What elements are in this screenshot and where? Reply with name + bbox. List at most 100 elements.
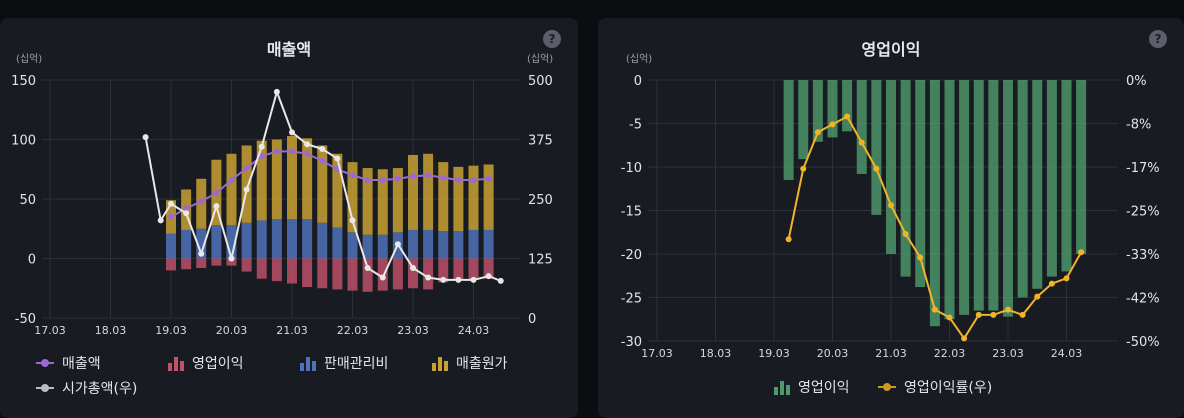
- y2-tick-label: -33%: [1126, 248, 1160, 263]
- bar-chart-icon: [300, 355, 316, 371]
- data-point: [243, 165, 250, 172]
- bar: [1076, 80, 1087, 254]
- x-tick-label: 23.03: [397, 324, 429, 337]
- data-point: [168, 200, 174, 207]
- bar: [483, 258, 494, 279]
- legend-item-operating-profit[interactable]: 영업이익: [168, 353, 244, 373]
- bar: [483, 164, 494, 230]
- x-tick-label: 21.03: [875, 347, 907, 360]
- legend-item-cogs[interactable]: 매출원가: [432, 353, 508, 373]
- x-tick-label: 18.03: [700, 347, 732, 360]
- data-point: [157, 217, 164, 224]
- help-icon[interactable]: ?: [1149, 30, 1167, 48]
- bar: [468, 258, 479, 280]
- x-tick-label: 20.03: [216, 324, 248, 337]
- data-point: [440, 174, 447, 181]
- bar: [226, 258, 237, 266]
- data-point: [455, 276, 462, 283]
- bar: [226, 153, 237, 226]
- data-point: [183, 210, 190, 217]
- data-point: [814, 129, 821, 136]
- y-tick-label: 0: [634, 74, 642, 89]
- y2-tick-label: 125: [528, 253, 553, 268]
- bar: [944, 80, 955, 320]
- bar: [438, 258, 449, 283]
- bar: [1017, 80, 1028, 298]
- data-point: [829, 121, 836, 128]
- operating-profit-chart: 17.03 18.03 19.03 20.03 21.03 22.03 23.03 24.03…: [621, 74, 1160, 360]
- data-point: [273, 148, 280, 155]
- data-point: [198, 198, 205, 205]
- data-point: [364, 176, 371, 183]
- y2-tick-label: -17%: [1126, 161, 1160, 176]
- help-icon[interactable]: ?: [543, 30, 561, 48]
- data-point: [258, 153, 265, 160]
- data-point: [497, 277, 504, 284]
- data-point: [961, 335, 968, 342]
- bar: [271, 219, 282, 259]
- bar: [317, 258, 328, 289]
- bar: [287, 135, 297, 220]
- legend-item-market-cap[interactable]: 시가총액(우): [36, 378, 137, 398]
- bar: [453, 231, 464, 259]
- bar: [377, 234, 388, 259]
- bar: [347, 258, 358, 291]
- bar: [256, 140, 267, 221]
- x-tick-label: 24.03: [458, 324, 490, 337]
- x-tick-label: 17.03: [34, 324, 66, 337]
- bar: [241, 145, 252, 223]
- x-tick-label: 17.03: [641, 347, 673, 360]
- legend-label: 영업이익: [798, 380, 850, 396]
- data-point: [228, 176, 235, 183]
- y2-tick-label: -42%: [1126, 292, 1160, 307]
- y-tick-label: -50: [15, 312, 36, 327]
- legend-item-sales[interactable]: 매출액: [36, 353, 101, 373]
- legend-item-operating-profit[interactable]: 영업이익: [774, 377, 850, 397]
- bar: [362, 168, 373, 235]
- operating-profit-chart-panel: 영업이익 ? (십억) 17.03 18.03 19.03 20.03 21.03 22.…: [598, 18, 1184, 418]
- data-point: [975, 311, 982, 318]
- data-point: [485, 175, 492, 182]
- data-point: [888, 202, 894, 209]
- bar: [377, 169, 388, 235]
- data-point: [349, 172, 356, 179]
- data-point: [213, 203, 220, 210]
- chart-title: 영업이익: [861, 40, 921, 59]
- data-point: [258, 143, 265, 150]
- bar: [1032, 80, 1043, 289]
- bar: [211, 225, 222, 259]
- data-point: [485, 273, 492, 280]
- data-point: [349, 217, 356, 224]
- y-tick-label: 0: [28, 253, 36, 268]
- x-tick-label: 21.03: [276, 324, 308, 337]
- y-tick-label: -30: [621, 335, 642, 350]
- y-tick-label: -5: [629, 118, 642, 133]
- bar: [256, 258, 267, 279]
- data-point: [917, 254, 924, 261]
- bar: [408, 154, 418, 230]
- data-point: [289, 129, 295, 136]
- sales-chart-panel: 매출액 ? (십억) (십억) 17.03 18.03 19.03 20.03 21.0…: [0, 18, 578, 418]
- data-point: [213, 190, 220, 197]
- legend-item-operating-margin[interactable]: 영업이익률(우): [878, 377, 992, 397]
- legend-item-sga[interactable]: 판매관리비: [300, 353, 388, 373]
- y2-tick-label: 0: [528, 312, 536, 327]
- data-point: [198, 250, 205, 257]
- data-point: [455, 176, 462, 183]
- bar: [900, 80, 911, 277]
- data-point: [168, 213, 174, 220]
- line-marker-icon: [36, 384, 54, 392]
- y-tick-label: 150: [11, 74, 36, 89]
- right-axis-unit: (십억): [527, 54, 554, 65]
- y2-tick-label: 375: [528, 134, 553, 149]
- y2-tick-label: 500: [528, 74, 553, 89]
- data-point: [470, 176, 477, 183]
- bar-chart-icon: [432, 355, 448, 371]
- bar: [332, 227, 343, 259]
- data-point: [319, 146, 326, 153]
- data-point: [394, 175, 401, 182]
- bar: [287, 219, 297, 259]
- data-point: [990, 311, 997, 318]
- bar: [392, 258, 403, 290]
- bar: [392, 168, 403, 233]
